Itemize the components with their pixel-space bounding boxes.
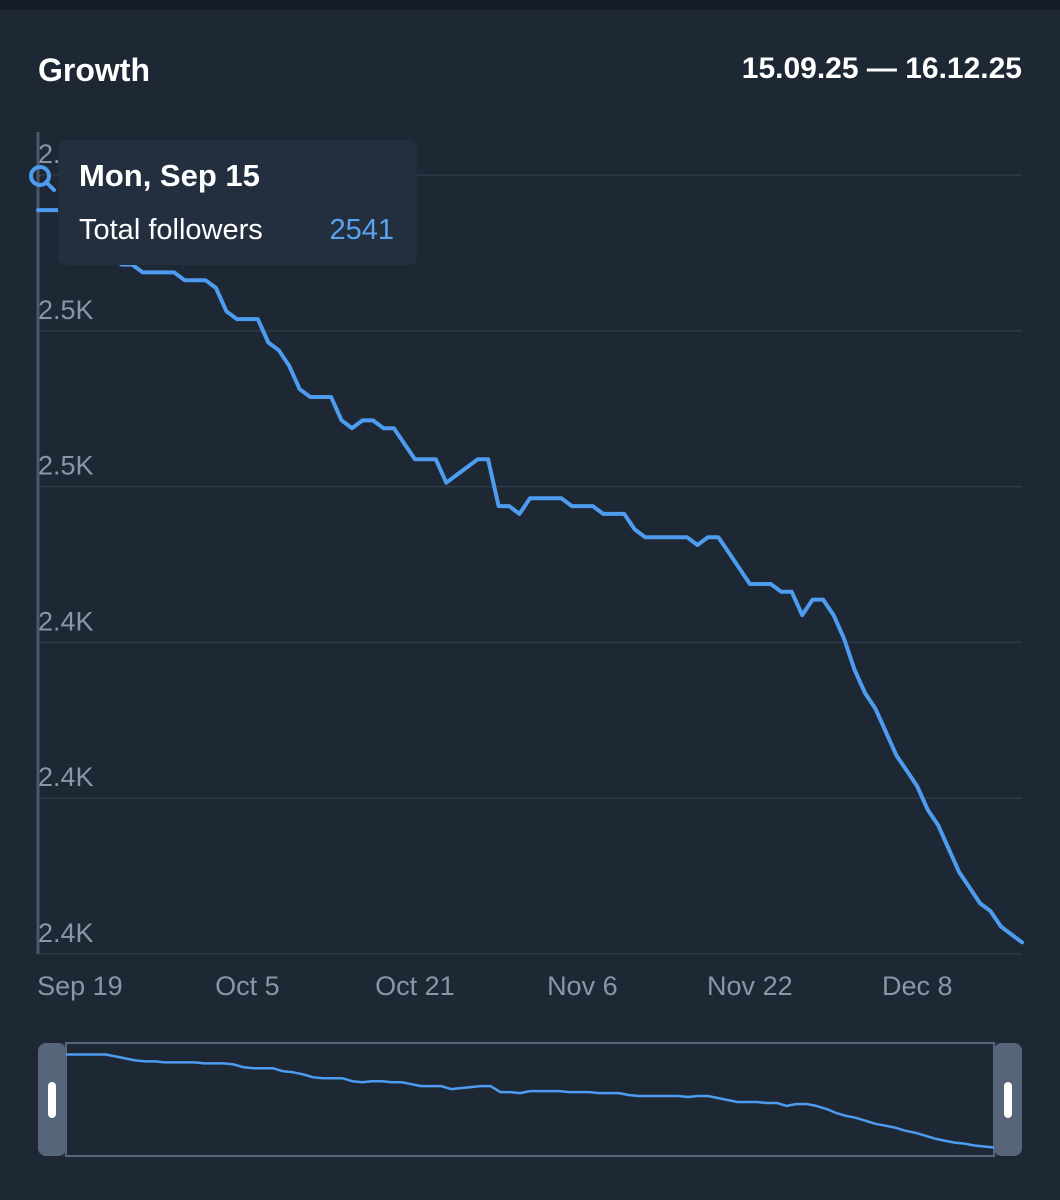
x-tick-label: Nov 6 <box>547 971 618 1001</box>
handle-right-icon[interactable] <box>994 1043 1022 1156</box>
x-tick-label: Sep 19 <box>37 971 123 1001</box>
followers-line-series <box>36 208 1024 945</box>
data-tooltip: Mon, Sep 15 Total followers 2541 <box>58 140 417 265</box>
x-tick-label: Oct 21 <box>375 971 455 1001</box>
tooltip-label: Total followers <box>79 214 263 246</box>
x-tick-label: Dec 8 <box>882 971 953 1001</box>
tooltip-date: Mon, Sep 15 <box>79 158 260 193</box>
y-tick-label: 2.4K <box>38 918 94 948</box>
x-tick-label: Nov 22 <box>707 971 793 1001</box>
date-range[interactable]: 15.09.25 — 16.12.25 <box>741 52 1022 85</box>
x-tick-label: Oct 5 <box>215 971 280 1001</box>
navigator-line-series <box>66 1053 995 1149</box>
range-navigator[interactable] <box>38 1042 1022 1157</box>
tooltip-value: 2541 <box>329 214 394 246</box>
top-bar <box>0 0 1060 10</box>
y-tick-label: 2.5K <box>38 295 94 325</box>
y-tick-label: 2. <box>38 139 61 169</box>
chart-title: Growth <box>38 52 150 88</box>
x-axis-labels: Sep 19 Oct 5 Oct 21 Nov 6 Nov 22 Dec 8 <box>37 971 953 1001</box>
y-axis-labels: 2.4K 2.4K 2.4K 2.5K 2.5K 2. <box>38 139 94 948</box>
y-tick-label: 2.4K <box>38 606 94 636</box>
y-tick-label: 2.4K <box>38 762 94 792</box>
y-tick-label: 2.5K <box>38 451 94 481</box>
handle-left-icon[interactable] <box>38 1043 66 1156</box>
grid-lines <box>38 174 1022 955</box>
zoom-icon[interactable] <box>29 165 56 192</box>
